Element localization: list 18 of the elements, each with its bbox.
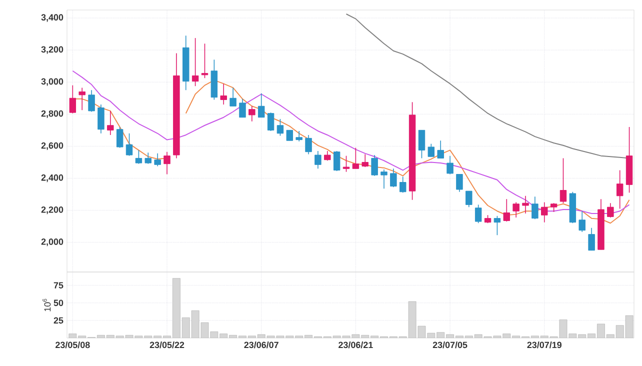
y-tick-label: 2,600 bbox=[41, 142, 64, 150]
x-tick-label: 23/06/21 bbox=[338, 342, 373, 348]
y-tick-label: 75 bbox=[54, 282, 64, 288]
y-tick-label: 2,200 bbox=[41, 206, 64, 214]
x-tick-label: 23/07/19 bbox=[527, 342, 562, 348]
y-axis-title: 10$^{6}$ bbox=[42, 298, 51, 312]
y-tick-label: 3,400 bbox=[41, 14, 64, 22]
x-tick-label: 23/06/07 bbox=[244, 342, 278, 348]
x-tick-label: 23/05/22 bbox=[150, 342, 184, 348]
y-tick-label: 2,800 bbox=[41, 110, 64, 118]
x-tick-label: 23/05/08 bbox=[56, 342, 90, 348]
y-tick-label: 25 bbox=[54, 317, 64, 324]
y-tick-label: 2,000 bbox=[41, 238, 64, 246]
y-tick-label: 50 bbox=[54, 300, 64, 306]
y-tick-label: 2,400 bbox=[41, 174, 64, 182]
y-tick-label: 3,000 bbox=[41, 78, 64, 86]
y-tick-label: 3,200 bbox=[41, 46, 64, 54]
x-tick-label: 23/07/05 bbox=[432, 342, 468, 348]
